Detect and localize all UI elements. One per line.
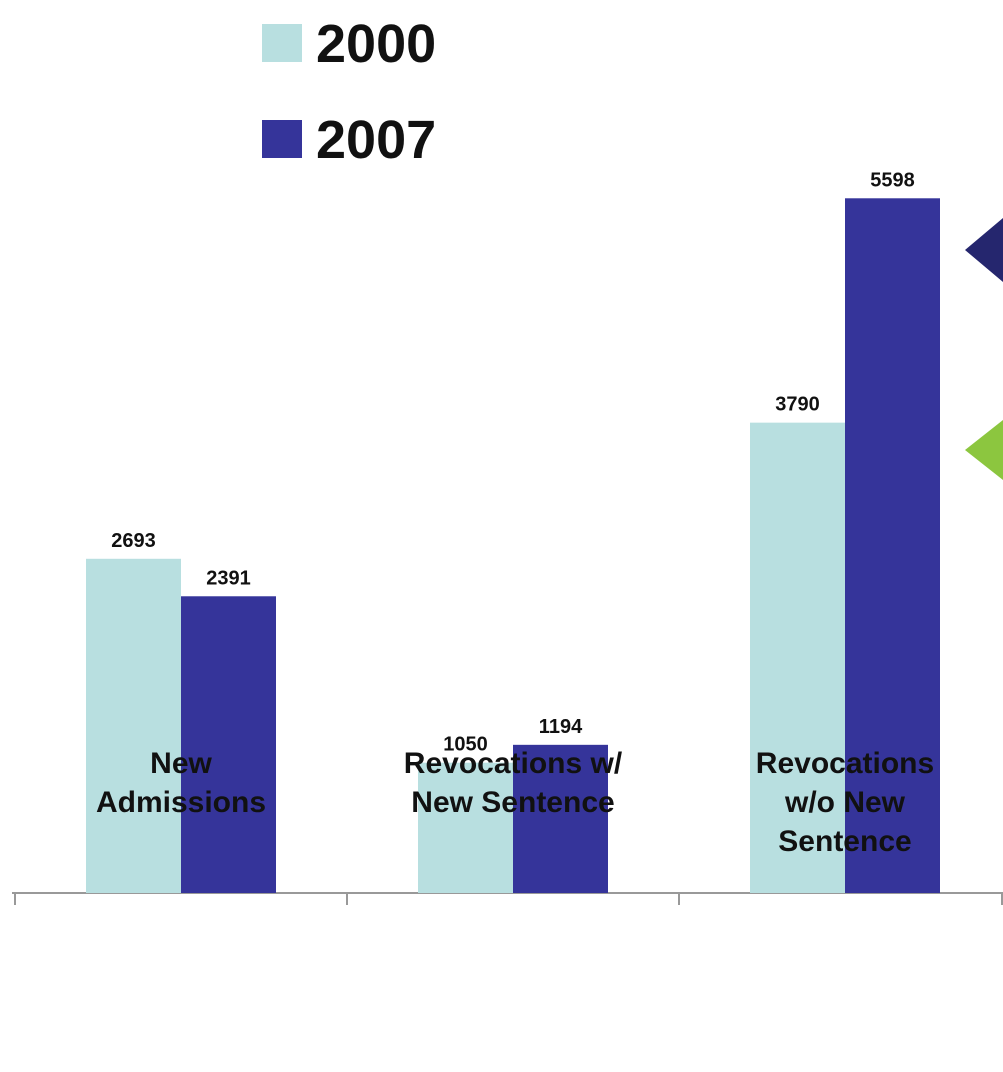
arrow-marker [965, 420, 1003, 480]
value-label: 2391 [206, 567, 251, 589]
legend-swatch [262, 24, 302, 62]
arrow-marker [965, 218, 1003, 282]
value-label: 1194 [539, 716, 583, 738]
bar [418, 762, 513, 893]
value-label: 5598 [870, 169, 915, 191]
legend-swatch [262, 120, 302, 158]
bar [181, 596, 276, 893]
value-label: 1050 [443, 734, 488, 756]
x-tick-label: Revocations w/ New Sentence [403, 747, 623, 819]
value-label: 3790 [775, 394, 820, 416]
value-label: 2693 [111, 530, 156, 552]
bar [750, 422, 845, 893]
x-tick-label: Revocations w/o New Sentence [755, 747, 935, 858]
x-tick-label: New Admissions [95, 747, 267, 819]
bar [513, 744, 608, 893]
legend-label: 2000 [316, 14, 436, 74]
bar [86, 558, 181, 893]
bar [845, 198, 940, 893]
legend-label: 2007 [316, 110, 436, 170]
